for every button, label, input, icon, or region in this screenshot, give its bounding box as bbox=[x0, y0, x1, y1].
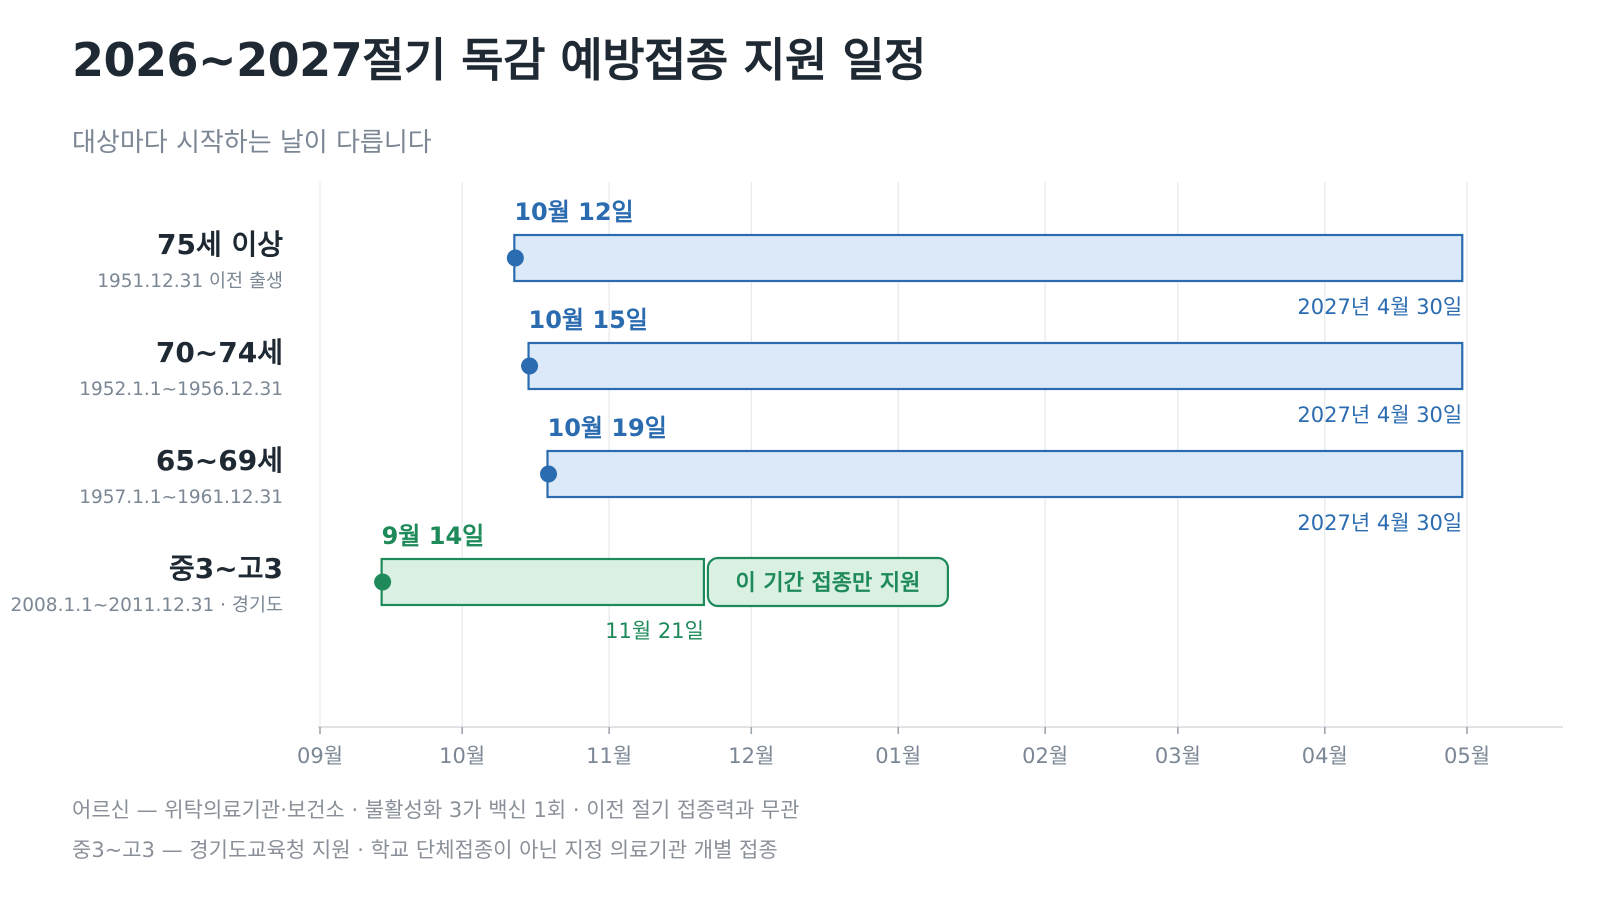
end-date-label: 2027년 4월 30일 bbox=[1297, 295, 1462, 319]
row-sublabel: 1951.12.31 이전 출생 bbox=[97, 271, 283, 292]
row-label: 75세 이상 bbox=[157, 228, 283, 261]
row-3: 65~69세 1957.1.1~1961.12.31 10월 19일 2027년 4월… bbox=[79, 414, 1464, 535]
bar bbox=[513, 233, 1464, 283]
x-tick-label: 03월 bbox=[1155, 744, 1201, 768]
start-marker bbox=[521, 357, 539, 375]
row-4: 중3~고3 2008.1.1~2011.12.31 · 경기도 9월 14일 11월 … bbox=[10, 522, 950, 643]
x-tick-label: 02월 bbox=[1022, 744, 1068, 768]
end-date-label: 2027년 4월 30일 bbox=[1297, 403, 1462, 427]
row-sublabel: 1952.1.1~1956.12.31 bbox=[79, 379, 283, 400]
chart-subtitle: 대상마다 시작하는 날이 다릅니다 bbox=[72, 128, 432, 158]
footnote-elderly: 어르신 — 위탁의료기관·보건소 · 불활성화 3가 백신 1회 · 이전 절기… bbox=[72, 798, 800, 822]
x-tick-label: 11월 bbox=[586, 744, 632, 768]
row-1: 75세 이상 1951.12.31 이전 출생 10월 12일 2027년 4월 30… bbox=[97, 198, 1464, 319]
start-marker bbox=[374, 573, 392, 591]
chart-title: 2026~2027절기 독감 예방접종 지원 일정 bbox=[72, 33, 927, 87]
badge-label: 이 기간 접종만 지원 bbox=[735, 571, 920, 596]
row-2: 70~74세 1952.1.1~1956.12.31 10월 15일 2027년 4월… bbox=[79, 306, 1464, 427]
x-tick-label: 01월 bbox=[875, 744, 921, 768]
footnote-students: 중3~고3 — 경기도교육청 지원 · 학교 단체접종이 아닌 지정 의료기관 … bbox=[72, 838, 778, 862]
x-axis: 09월 10월 11월 12월 01월 02월 03월 04월 05월 bbox=[297, 726, 1563, 768]
badge bbox=[706, 556, 950, 608]
start-date-label: 10월 12일 bbox=[514, 198, 633, 226]
bar bbox=[527, 341, 1464, 391]
start-date-label: 10월 15일 bbox=[529, 306, 648, 334]
row-label: 70~74세 bbox=[156, 336, 283, 369]
row-sublabel: 2008.1.1~2011.12.31 · 경기도 bbox=[10, 595, 283, 616]
end-date-label: 11월 21일 bbox=[605, 619, 704, 643]
start-marker bbox=[540, 465, 558, 483]
bar bbox=[546, 449, 1464, 499]
row-label: 중3~고3 bbox=[169, 552, 283, 585]
x-tick-label: 10월 bbox=[439, 744, 485, 768]
start-date-label: 9월 14일 bbox=[382, 522, 485, 550]
x-tick-label: 05월 bbox=[1444, 744, 1490, 768]
bar bbox=[380, 557, 706, 607]
x-tick-label: 12월 bbox=[728, 744, 774, 768]
gantt-chart: 09월 10월 11월 12월 01월 02월 03월 04월 05월 75세 이상 1951.1… bbox=[10, 182, 1563, 768]
end-date-label: 2027년 4월 30일 bbox=[1297, 511, 1462, 535]
start-date-label: 10월 19일 bbox=[548, 414, 667, 442]
row-sublabel: 1957.1.1~1961.12.31 bbox=[79, 487, 283, 508]
start-marker bbox=[506, 249, 524, 267]
row-label: 65~69세 bbox=[156, 444, 283, 477]
footnotes: 어르신 — 위탁의료기관·보건소 · 불활성화 3가 백신 1회 · 이전 절기… bbox=[72, 790, 799, 870]
x-tick-label: 04월 bbox=[1302, 744, 1348, 768]
chart-rows: 75세 이상 1951.12.31 이전 출생 10월 12일 2027년 4월 30… bbox=[10, 198, 1464, 643]
x-tick-label: 09월 bbox=[297, 744, 343, 768]
